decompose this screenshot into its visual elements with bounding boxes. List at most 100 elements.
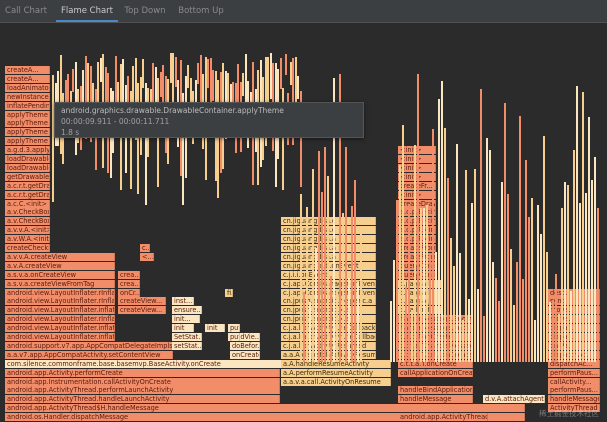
- flame-frame[interactable]: a.v.W.A.<init>: [5, 235, 50, 244]
- flame-frame[interactable]: android.os.Handler.dispatchMessage: [5, 413, 525, 422]
- flame-frame[interactable]: dispatchAc...: [548, 359, 600, 368]
- flame-frame[interactable]: a.v.CheckBox.<init>: [5, 208, 50, 217]
- flame-spike: [510, 249, 512, 362]
- flame-frame[interactable]: findVie...: [230, 333, 260, 341]
- flame-frame[interactable]: createA...: [5, 66, 50, 74]
- flame-frame[interactable]: init: [172, 324, 194, 333]
- flame-frame[interactable]: android.app.ActivityThread.handleLaunchA…: [5, 395, 280, 404]
- flame-frame[interactable]: loadAnimator: [5, 83, 50, 92]
- flame-frame[interactable]: android.app.ActivityThread -wrap11: [398, 413, 488, 422]
- tab-bottom-up[interactable]: Bottom Up: [178, 6, 224, 16]
- flame-spike: [127, 76, 129, 127]
- flame-frame[interactable]: handleBindApplication: [398, 386, 473, 395]
- flame-spike: [459, 252, 461, 362]
- flame-frame[interactable]: put: [228, 333, 240, 341]
- flame-spike: [306, 206, 308, 362]
- flame-frame[interactable]: callApplicationOnCrea...: [398, 368, 473, 377]
- flame-frame[interactable]: a.A.performResumeActivity: [281, 368, 391, 377]
- flame-frame[interactable]: android.app.Activity.performCreate: [5, 368, 280, 377]
- flame-frame[interactable]: getDrawableForD...: [5, 172, 50, 181]
- flame-frame[interactable]: android.view.LayoutInflater.rInflateChil…: [5, 315, 115, 324]
- flame-frame[interactable]: SetStat...: [172, 333, 202, 341]
- flame-spike: [450, 237, 452, 362]
- flame-frame[interactable]: fi...: [225, 288, 233, 297]
- flame-spike: [492, 262, 494, 362]
- flame-spike: [432, 128, 434, 362]
- flame-frame[interactable]: android.app.ActivityThread$H.handleMessa…: [5, 404, 525, 413]
- flame-spike: [588, 117, 590, 362]
- flame-frame[interactable]: applyTheme: [5, 128, 50, 137]
- flame-spike: [279, 58, 282, 89]
- flame-spike: [324, 147, 326, 362]
- flame-frame[interactable]: c...: [140, 244, 150, 252]
- flame-frame[interactable]: android.view.LayoutInflater.inflate: [5, 324, 115, 333]
- flame-frame[interactable]: a.v.A.createView: [5, 261, 115, 270]
- flame-frame[interactable]: loadDrawable: [5, 163, 50, 172]
- flame-frame[interactable]: d.v.A.attachAgent: [483, 395, 545, 404]
- flame-frame[interactable]: onCr...: [118, 288, 140, 297]
- flame-frame[interactable]: onCreate: [230, 350, 260, 359]
- flame-frame[interactable]: applyTheme: [5, 119, 50, 128]
- flame-frame[interactable]: ensure...: [172, 306, 202, 315]
- flame-frame[interactable]: applyTheme: [5, 110, 50, 119]
- flame-frame[interactable]: handleMessage: [398, 395, 473, 404]
- flame-frame[interactable]: createView...: [118, 297, 166, 306]
- flame-frame[interactable]: handleMessage: [548, 395, 600, 404]
- flame-spike: [144, 83, 147, 205]
- flame-frame[interactable]: android.view.LayoutInflater.inflate: [5, 333, 115, 341]
- flame-chart-canvas[interactable]: android.os.Handler.dispatchMessage androi…: [0, 23, 607, 422]
- flame-spike: [570, 290, 572, 362]
- flame-frame[interactable]: a.v.CheckBox.<init>: [5, 217, 50, 226]
- flame-spike: [330, 276, 332, 362]
- flame-frame[interactable]: android.support.v7.app.AppCompatDelegate…: [5, 341, 173, 350]
- flame-frame[interactable]: android.view.LayoutInflater.rInflateChil…: [5, 297, 115, 306]
- tab-flame-chart[interactable]: Flame Chart: [56, 0, 118, 22]
- flame-frame[interactable]: inflatePending...: [5, 101, 50, 110]
- flame-frame[interactable]: newInstance: [5, 92, 50, 101]
- tab-top-down[interactable]: Top Down: [124, 6, 166, 16]
- flame-spike: [154, 66, 157, 126]
- flame-frame[interactable]: callActivity...: [548, 377, 600, 386]
- flame-frame[interactable]: a.A.handleResumeActivity: [281, 359, 391, 368]
- flame-frame[interactable]: a.s.v.a.createViewFromTag: [5, 279, 115, 288]
- flame-spike: [269, 53, 272, 100]
- flame-frame[interactable]: com.silence.commonframe.base.basemvp.Bas…: [5, 359, 307, 368]
- flame-frame[interactable]: c.t.t.a.T.onCreate: [398, 359, 473, 368]
- flame-frame[interactable]: init...: [172, 315, 200, 324]
- flame-frame[interactable]: crea...: [118, 279, 140, 288]
- flame-frame[interactable]: performPaus...: [548, 386, 600, 395]
- flame-frame[interactable]: inst...: [172, 297, 194, 306]
- flame-spike: [444, 127, 446, 362]
- flame-frame[interactable]: a.c.r.t.getDrawable: [5, 190, 50, 199]
- flame-frame[interactable]: a.v.v.A.createView: [5, 252, 115, 261]
- flame-spike: [441, 81, 443, 362]
- flame-spike: [309, 301, 311, 362]
- flame-frame[interactable]: a.s.v.a.onCreateView: [5, 270, 115, 279]
- flame-frame[interactable]: a.a.v.a.call.ActivityOnResume: [281, 377, 391, 386]
- flame-frame[interactable]: <...: [140, 252, 154, 261]
- flame-frame[interactable]: setStat...: [172, 341, 202, 350]
- flame-frame[interactable]: a.c.r.t.getDrawable: [5, 181, 50, 190]
- flame-frame[interactable]: android.view.LayoutInflater.rInflate: [5, 288, 115, 297]
- flame-frame[interactable]: android.app.Instrumentation.callActivity…: [5, 377, 280, 386]
- flame-frame[interactable]: a.g.d.3.applyTh...: [5, 146, 50, 155]
- flame-frame[interactable]: createView...: [118, 306, 166, 315]
- flame-frame[interactable]: loadDrawable: [5, 155, 50, 163]
- flame-frame[interactable]: put: [228, 324, 240, 333]
- tab-call-chart[interactable]: Call Chart: [5, 6, 47, 16]
- flame-frame[interactable]: createA...: [5, 74, 50, 83]
- flame-frame[interactable]: init: [205, 324, 225, 333]
- flame-frame[interactable]: performPaus...: [548, 368, 600, 377]
- flame-frame[interactable]: android.view.LayoutInflater.inflate: [5, 306, 115, 315]
- flame-frame[interactable]: a.c.C.<init>: [5, 199, 50, 208]
- flame-frame[interactable]: android.app.ActivityThread.performLaunch…: [5, 386, 280, 395]
- flame-frame[interactable]: ActivityThread -wrap1: [548, 404, 600, 413]
- flame-frame[interactable]: crea...: [118, 270, 140, 279]
- flame-spike: [495, 278, 497, 362]
- flame-frame[interactable]: applyTheme: [5, 137, 50, 146]
- flame-spike: [417, 73, 419, 362]
- flame-frame[interactable]: a.a.v7.app.AppCompatActivity.setContentV…: [5, 350, 173, 359]
- flame-frame[interactable]: createCheckBox: [5, 244, 50, 252]
- flame-frame[interactable]: a.v.v.A.<init>: [5, 226, 50, 235]
- flame-frame[interactable]: doBefor...: [230, 341, 260, 350]
